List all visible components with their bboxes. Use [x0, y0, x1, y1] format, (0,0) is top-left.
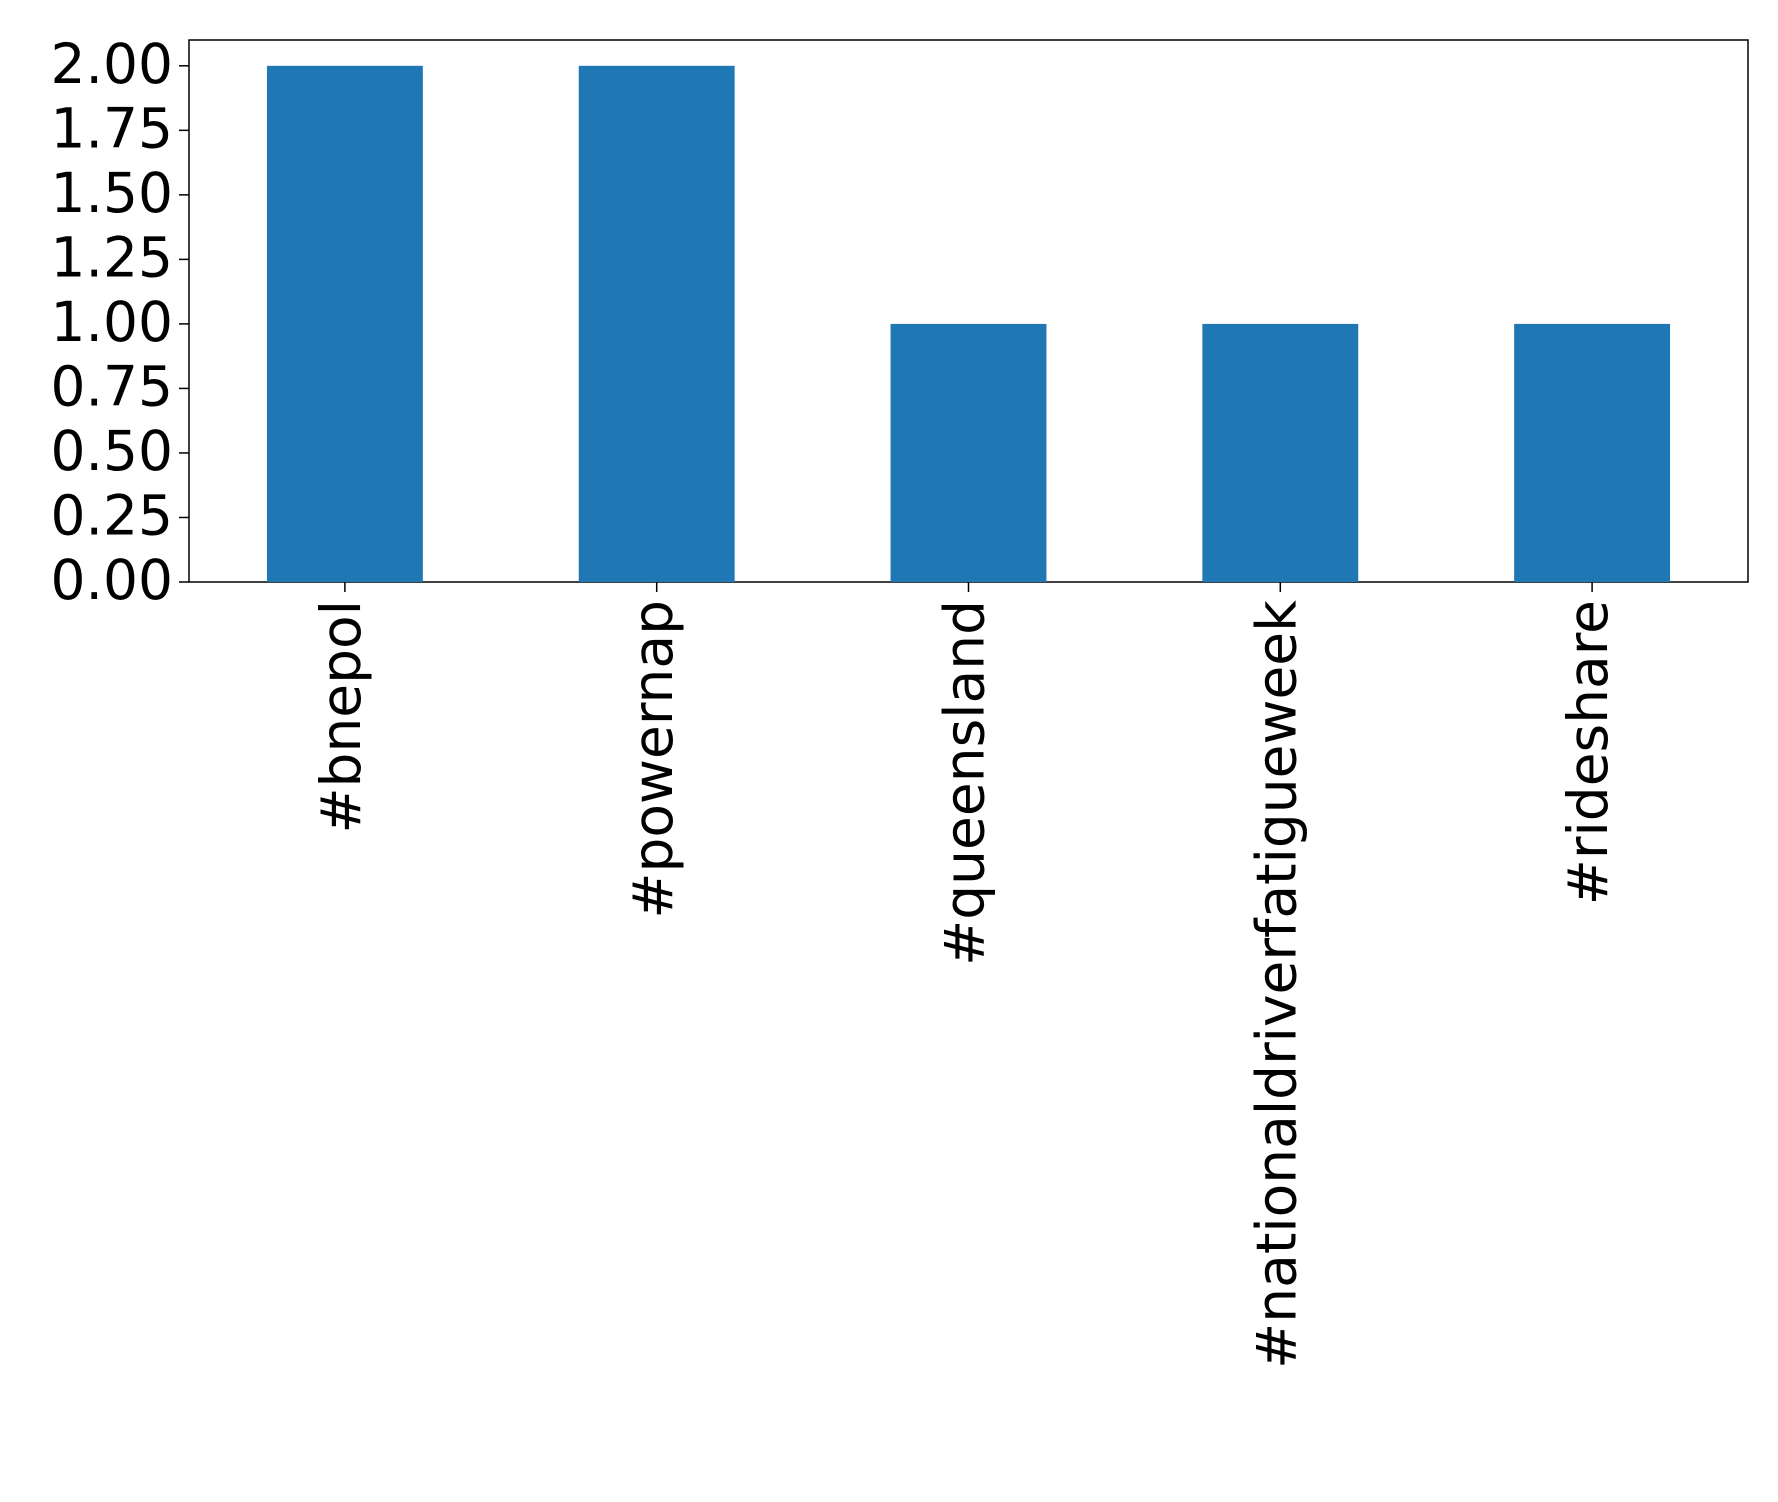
y-tick-label: 2.00: [51, 32, 173, 96]
y-tick-label: 0.25: [51, 484, 173, 548]
bar: [578, 65, 735, 583]
y-tick-label: 1.50: [51, 161, 173, 225]
x-tick-label: #queensland: [933, 600, 997, 966]
x-tick-label: #bnepol: [309, 600, 373, 834]
y-tick-label: 0.50: [51, 419, 173, 483]
y-tick-label: 1.75: [51, 96, 173, 160]
bar: [890, 323, 1047, 582]
bar: [266, 65, 423, 583]
x-tick-label: #powernap: [621, 600, 685, 919]
x-tick-label: #rideshare: [1556, 600, 1620, 905]
y-tick-label: 0.75: [51, 355, 173, 419]
bar: [1514, 323, 1671, 582]
x-tick-label: #nationaldriverfatigueweek: [1244, 600, 1308, 1369]
y-tick-label: 0.00: [51, 548, 173, 612]
bar: [1202, 323, 1359, 582]
y-tick-label: 1.00: [51, 290, 173, 354]
y-tick-label: 1.25: [51, 226, 173, 290]
